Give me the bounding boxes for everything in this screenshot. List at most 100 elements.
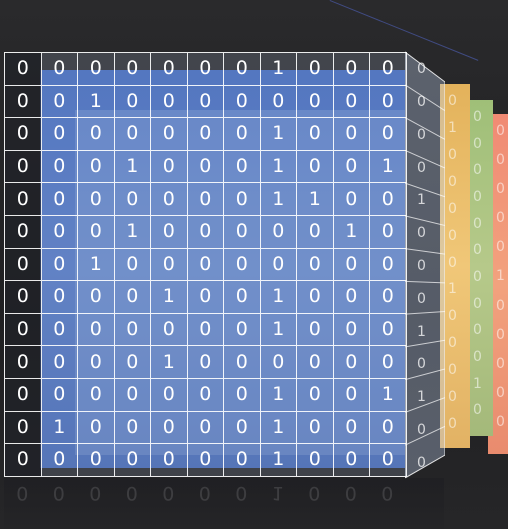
green-layer-digits: 0 0 0 0 0 0 0 0 0 0 1 0 [465, 100, 493, 436]
matrix-cell: 0 [41, 281, 78, 314]
side-face-line [405, 425, 445, 446]
matrix-cell: 0 [370, 215, 407, 249]
matrix-cell: 0 [224, 281, 261, 314]
matrix-cell: 0 [151, 215, 188, 249]
matrix-cell: 0 [187, 281, 224, 314]
matrix-cell: 0 [224, 378, 261, 412]
matrix-cell: 0 [41, 85, 78, 119]
matrix-cell: 0 [224, 150, 261, 184]
side-face-outline [405, 51, 445, 479]
matrix-cell: 0 [187, 248, 224, 282]
matrix-cell: 0 [41, 346, 78, 379]
matrix-cell: 1 [260, 444, 297, 477]
side-face-digit: 0 [417, 290, 426, 307]
matrix-cell: 0 [151, 85, 188, 119]
reflection-digit: 0 [16, 482, 29, 504]
side-face-line [405, 397, 445, 413]
side-face-digit: 0 [417, 454, 426, 471]
salmon-layer-digits: 0 0 0 0 0 1 0 0 0 0 0 [488, 114, 508, 454]
matrix-cell: 0 [297, 346, 334, 379]
matrix-cell: 0 [187, 313, 224, 347]
matrix-cell: 0 [151, 411, 188, 445]
matrix-cell: 1 [151, 346, 188, 379]
matrix-cell: 0 [114, 346, 151, 379]
matrix-cell: 0 [297, 248, 334, 282]
reflection-digit: 0 [198, 482, 211, 504]
floor-reflection [4, 478, 444, 529]
matrix-cell: 1 [333, 215, 370, 249]
matrix-cell: 0 [333, 313, 370, 347]
matrix-cell: 0 [78, 281, 115, 314]
layer-digit: 0 [496, 123, 505, 139]
layer-digit: 0 [448, 200, 457, 217]
side-face-digit: 1 [417, 389, 426, 406]
layer-digit: 0 [496, 326, 505, 343]
matrix-cell: 0 [151, 183, 188, 216]
matrix-cell: 0 [114, 281, 151, 314]
side-face-digit: 0 [417, 225, 426, 242]
matrix-cell: 0 [114, 378, 151, 412]
reflection-digit: 0 [125, 482, 138, 504]
matrix-cell: 1 [260, 411, 297, 445]
matrix-cell: 0 [151, 118, 188, 151]
matrix-cell: 0 [224, 215, 261, 249]
layer-digit: 0 [473, 242, 482, 259]
layer-digit: 0 [448, 416, 457, 433]
matrix-cell: 1 [370, 378, 407, 412]
matrix-cell: 0 [41, 378, 78, 412]
matrix-cell: 1 [370, 150, 407, 184]
side-face-digit: 0 [417, 421, 426, 438]
matrix-cell: 1 [260, 378, 297, 412]
matrix-cell: 0 [78, 411, 115, 445]
matrix-cell: 0 [187, 53, 224, 86]
matrix-cell: 1 [260, 53, 297, 86]
depth-layer-salmon: 0 0 0 0 0 1 0 0 0 0 0 [488, 114, 508, 454]
matrix-cell: 0 [187, 215, 224, 249]
side-face-digit: 0 [417, 94, 426, 111]
matrix-cell: 0 [370, 85, 407, 119]
matrix-cell: 0 [41, 313, 78, 347]
side-face-digit: 1 [417, 323, 426, 340]
layer-digit: 0 [448, 227, 457, 244]
matrix-cell: 0 [187, 183, 224, 216]
matrix-cell: 0 [297, 150, 334, 184]
matrix-cell: 0 [41, 248, 78, 282]
matrix-cell: 0 [333, 411, 370, 445]
side-face-line [405, 117, 445, 140]
matrix-cell: 0 [5, 150, 42, 184]
matrix-cell: 0 [5, 248, 42, 282]
matrix-cell: 0 [333, 53, 370, 86]
reflection-digits: 0 0 0 0 0 0 0 1 0 0 0 [4, 482, 406, 504]
matrix-cell: 1 [41, 411, 78, 445]
side-face-digit: 0 [417, 61, 426, 78]
matrix-cell: 0 [297, 85, 334, 119]
matrix-cell: 0 [187, 118, 224, 151]
matrix-cell: 1 [260, 150, 297, 184]
matrix-cell: 0 [5, 53, 42, 86]
layer-digit: 0 [448, 93, 457, 109]
matrix-cell: 0 [224, 346, 261, 379]
matrix-cell: 0 [151, 150, 188, 184]
matrix-cell: 0 [78, 313, 115, 347]
matrix-cell: 0 [41, 444, 78, 477]
reflection-digit: 0 [308, 482, 321, 504]
matrix-cell: 1 [260, 183, 297, 216]
matrix-cell: 1 [151, 281, 188, 314]
side-face-line [405, 248, 445, 255]
matrix-cell: 0 [114, 183, 151, 216]
matrix-cell: 0 [224, 183, 261, 216]
matrix-cell: 0 [114, 444, 151, 477]
layer-digit: 0 [473, 402, 482, 419]
matrix-cell: 0 [370, 53, 407, 86]
matrix-cell: 0 [114, 53, 151, 86]
layer-digit: 0 [448, 308, 457, 325]
layer-digit: 0 [496, 297, 505, 314]
matrix-cell: 0 [333, 248, 370, 282]
layer-digit: 0 [448, 335, 457, 352]
yellow-layer-digits: 0 1 0 0 0 0 0 1 0 0 0 0 0 [440, 84, 470, 448]
layer-digit: 0 [496, 384, 505, 401]
reflection-digit: 0 [235, 482, 248, 504]
layer-digit: 0 [473, 162, 482, 179]
matrix-cell: 0 [370, 281, 407, 314]
